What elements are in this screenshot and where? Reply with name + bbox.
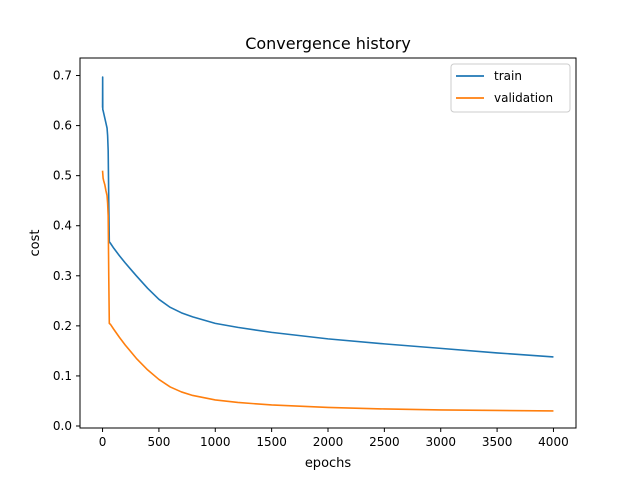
y-tick-label: 0.6 bbox=[53, 119, 72, 133]
x-axis-ticks: 0 500 1000 1500 2000 2500 3000 3500 4000 bbox=[99, 428, 569, 449]
y-axis-ticks: 0.0 0.1 0.2 0.3 0.4 0.5 0.6 0.7 bbox=[53, 69, 80, 433]
series-line-train bbox=[101, 76, 554, 358]
x-tick-label: 1500 bbox=[256, 435, 287, 449]
y-tick-label: 0.4 bbox=[53, 219, 72, 233]
y-tick-label: 0.5 bbox=[53, 169, 72, 183]
x-tick-label: 1000 bbox=[200, 435, 231, 449]
y-tick-label: 0.2 bbox=[53, 319, 72, 333]
chart-title: Convergence history bbox=[245, 34, 411, 53]
y-tick-label: 0.7 bbox=[53, 69, 72, 83]
x-axis-label: epochs bbox=[305, 456, 352, 471]
x-tick-label: 2000 bbox=[313, 435, 344, 449]
y-tick-label: 0.3 bbox=[53, 269, 72, 283]
y-tick-label: 0.1 bbox=[53, 369, 72, 383]
x-tick-label: 3000 bbox=[425, 435, 456, 449]
legend-label-train: train bbox=[494, 69, 522, 83]
plot-area: 0 500 1000 1500 2000 2500 3000 3500 4000 0.00.10… bbox=[53, 57, 577, 449]
y-tick-label: 0.0 bbox=[53, 419, 72, 433]
x-tick-label: 500 bbox=[147, 435, 170, 449]
series-line-validation bbox=[101, 170, 554, 412]
x-tick-label: 0 bbox=[99, 435, 107, 449]
legend-items: train validation bbox=[456, 69, 553, 105]
x-tick-label: 2500 bbox=[369, 435, 400, 449]
series-layer bbox=[101, 76, 554, 412]
legend-label-validation: validation bbox=[494, 91, 553, 105]
y-axis-label: cost bbox=[28, 230, 43, 257]
legend: train validation bbox=[450, 63, 571, 113]
x-tick-label: 3500 bbox=[482, 435, 513, 449]
x-tick-label: 4000 bbox=[538, 435, 569, 449]
